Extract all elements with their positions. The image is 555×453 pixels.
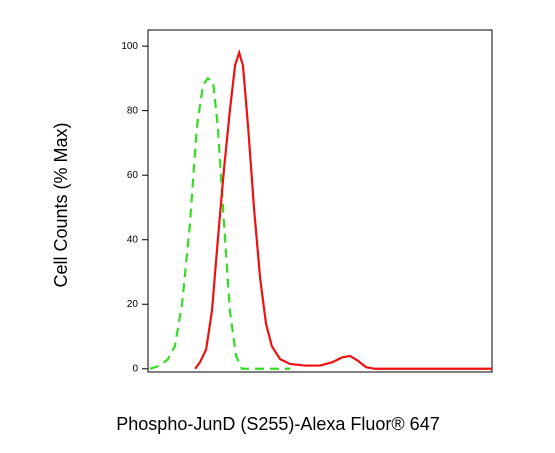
y-tick-label: 0 (132, 363, 138, 374)
y-axis-label: Cell Counts (% Max) (51, 122, 71, 287)
y-tick-label: 100 (121, 41, 138, 52)
series-line (194, 48, 492, 370)
series-line (149, 76, 291, 370)
y-tick-label: 40 (127, 234, 139, 245)
plot-frame (147, 29, 493, 373)
y-tick-label: 80 (127, 105, 139, 116)
y-tick-label: 60 (127, 170, 139, 181)
y-tick-label: 20 (127, 299, 139, 310)
x-axis-label: Phospho-JunD (S255)-Alexa Fluor® 647 (116, 414, 439, 434)
